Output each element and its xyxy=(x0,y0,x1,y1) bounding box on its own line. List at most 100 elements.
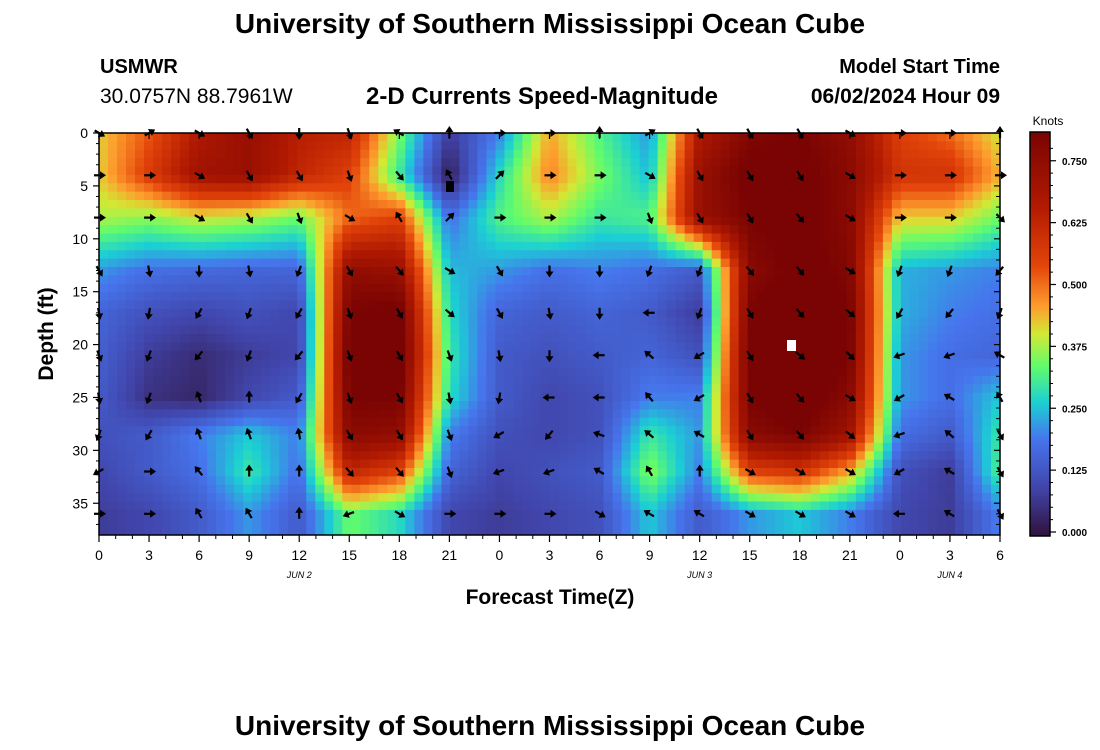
heat-cell xyxy=(828,350,839,360)
heat-cell xyxy=(621,149,632,159)
heat-cell xyxy=(630,476,641,486)
heat-cell xyxy=(774,300,785,310)
heat-cell xyxy=(432,359,442,369)
heat-cell xyxy=(189,300,199,310)
heat-cell xyxy=(612,359,623,369)
heat-cell xyxy=(315,526,325,535)
heat-cell xyxy=(702,392,713,402)
heat-cell xyxy=(918,493,929,503)
heat-cell xyxy=(648,426,659,436)
heat-cell xyxy=(252,526,262,535)
heat-cell xyxy=(648,359,659,369)
heat-cell xyxy=(990,225,1000,235)
heat-cell xyxy=(630,434,641,444)
heat-cell xyxy=(522,426,533,436)
heat-cell xyxy=(630,191,641,201)
heat-cell xyxy=(288,275,298,285)
heat-cell xyxy=(801,493,812,503)
heat-cell xyxy=(711,300,722,310)
heat-cell xyxy=(477,158,488,168)
heat-cell xyxy=(270,141,280,151)
heat-cell xyxy=(333,526,343,535)
heat-cell xyxy=(540,300,551,310)
heat-cell xyxy=(360,133,370,142)
heat-cell xyxy=(459,392,470,402)
heat-cell xyxy=(702,442,713,452)
heat-cell xyxy=(360,191,370,201)
heat-cell xyxy=(351,267,361,276)
current-arrow xyxy=(645,265,654,278)
heat-cell xyxy=(432,409,442,419)
heat-cell xyxy=(405,250,415,260)
heat-cell xyxy=(441,250,451,260)
heat-cell xyxy=(684,191,695,201)
heat-cell xyxy=(216,451,226,461)
heat-cell xyxy=(729,375,740,385)
heat-cell xyxy=(153,392,163,402)
heat-cell xyxy=(378,133,388,142)
heat-cell xyxy=(432,509,442,519)
heat-cell xyxy=(720,468,731,477)
heat-cell xyxy=(828,208,839,218)
heat-cell xyxy=(909,459,920,469)
heat-cell xyxy=(450,325,460,335)
heat-cell xyxy=(459,200,470,209)
current-arrow xyxy=(194,350,204,361)
heat-cell xyxy=(441,334,451,343)
heat-cell xyxy=(621,200,632,209)
heat-cell xyxy=(279,267,289,276)
heat-cell xyxy=(324,292,334,302)
heat-cell xyxy=(540,158,551,168)
heat-cell xyxy=(972,174,983,184)
heat-cell xyxy=(315,292,325,302)
heat-cell xyxy=(567,325,578,335)
heat-cell xyxy=(135,225,145,235)
heat-cell xyxy=(522,459,533,469)
heat-cell xyxy=(963,158,974,168)
heat-cell xyxy=(261,375,271,385)
heat-cell xyxy=(900,300,911,310)
heat-cell xyxy=(927,325,938,335)
heat-cell xyxy=(405,191,415,201)
heat-cell xyxy=(864,241,875,251)
heat-cell xyxy=(765,250,776,260)
heat-cell xyxy=(927,417,938,427)
heat-cell xyxy=(180,200,190,209)
heat-cell xyxy=(351,149,361,159)
heat-cell xyxy=(612,484,623,494)
heat-cell xyxy=(684,250,695,260)
heat-cell xyxy=(207,241,217,251)
heat-cell xyxy=(432,325,442,335)
heat-cell xyxy=(540,375,551,385)
heat-cell xyxy=(279,191,289,201)
heat-cell xyxy=(324,334,334,343)
heat-cell xyxy=(972,183,983,193)
heat-cell xyxy=(279,476,289,486)
heat-cell xyxy=(990,451,1000,461)
heat-cell xyxy=(954,191,965,201)
heat-cell xyxy=(963,501,974,511)
heat-cell xyxy=(486,166,497,176)
heat-cell xyxy=(513,518,524,528)
heat-cell xyxy=(216,133,226,142)
heat-cell xyxy=(801,225,812,235)
heat-cell xyxy=(180,325,190,335)
heat-cell xyxy=(522,241,533,251)
heat-cell xyxy=(675,300,686,310)
heat-cell xyxy=(306,191,316,201)
heat-cell xyxy=(891,434,902,444)
heat-cell xyxy=(270,149,280,159)
heat-cell xyxy=(324,501,334,511)
heat-cell xyxy=(846,518,857,528)
heat-cell xyxy=(117,476,127,486)
page-title: University of Southern Mississippi Ocean… xyxy=(234,8,866,39)
heat-cell xyxy=(981,166,992,176)
heat-cell xyxy=(423,518,433,528)
heat-cell xyxy=(468,384,479,394)
heat-cell xyxy=(405,158,415,168)
heat-cell xyxy=(954,384,965,394)
heat-cell xyxy=(810,174,821,184)
heat-cell xyxy=(333,401,343,410)
heat-cell xyxy=(405,267,415,276)
heat-cell xyxy=(513,434,524,444)
